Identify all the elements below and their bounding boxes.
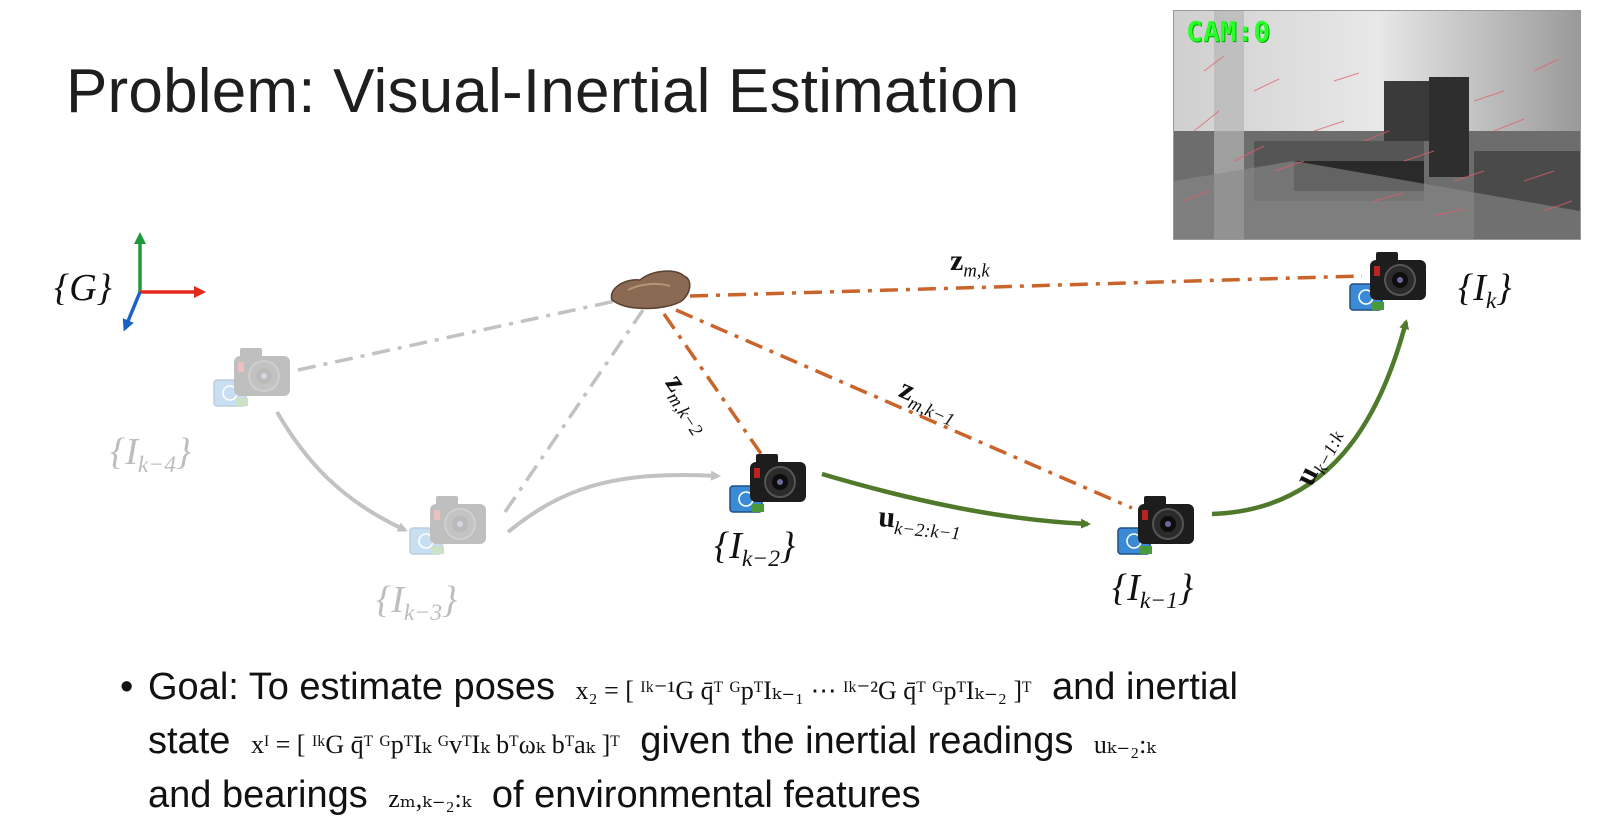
math-u: uₖ₋₂:ₖ <box>1094 730 1156 759</box>
landmark-rock <box>611 271 689 308</box>
camera-imu-k <box>1350 252 1426 310</box>
frame-label-k-1: {Ik−1} <box>1112 566 1193 615</box>
visual-inertial-diagram <box>0 0 1610 660</box>
camera-imu-k2 <box>730 454 806 512</box>
frame-label-k-2: {Ik−2} <box>714 524 795 573</box>
camera-imu-k1 <box>1118 496 1194 554</box>
axis-y-arrow <box>126 292 140 326</box>
inertial-arrow-k4-k3 <box>277 412 405 530</box>
global-frame-label: {G} <box>54 266 112 310</box>
bullet-dot: • <box>120 662 133 712</box>
camera-imu-k3 <box>410 496 486 554</box>
frame-label-k: {Ik} <box>1458 266 1512 315</box>
inertial-label-u-k-2-k-1: uk−2:k−1 <box>877 500 963 546</box>
goal-line-2: state xᴵ = [ ᴵᵏG q̄ᵀ ᴳpᵀIₖ ᴳvᵀIₖ bᵀωₖ bᵀ… <box>148 716 1588 770</box>
frame-label-k-3: {Ik−3} <box>376 578 457 627</box>
math-z: zₘ,ₖ₋₂:ₖ <box>388 784 471 813</box>
goal-line-3: and bearings zₘ,ₖ₋₂:ₖ of environmental f… <box>148 770 1588 824</box>
frame-label-k-4: {Ik−4} <box>110 430 191 479</box>
inertial-arrow-k3-k2 <box>508 475 718 532</box>
goal-line-1: Goal: To estimate poses x₂ = [ ᴵᵏ⁻¹G q̄ᵀ… <box>148 662 1588 716</box>
goal-bullet: • Goal: To estimate poses x₂ = [ ᴵᵏ⁻¹G q… <box>148 662 1588 824</box>
math-x-c: x₂ = [ ᴵᵏ⁻¹G q̄ᵀ ᴳpᵀIₖ₋₁ ⋯ ᴵᵏ⁻²G q̄ᵀ ᴳpᵀ… <box>576 676 1032 705</box>
camera-imu-k4 <box>214 348 290 406</box>
math-x-i: xᴵ = [ ᴵᵏG q̄ᵀ ᴳpᵀIₖ ᴳvᵀIₖ bᵀωₖ bᵀaₖ ]ᵀ <box>251 730 620 759</box>
global-frame-axes <box>126 238 200 326</box>
bearing-line-k3 <box>505 310 643 512</box>
measurement-label-z-m-k: zm,k <box>950 244 990 283</box>
bearing-line-k <box>690 276 1362 296</box>
bearing-line-k4 <box>298 300 620 370</box>
